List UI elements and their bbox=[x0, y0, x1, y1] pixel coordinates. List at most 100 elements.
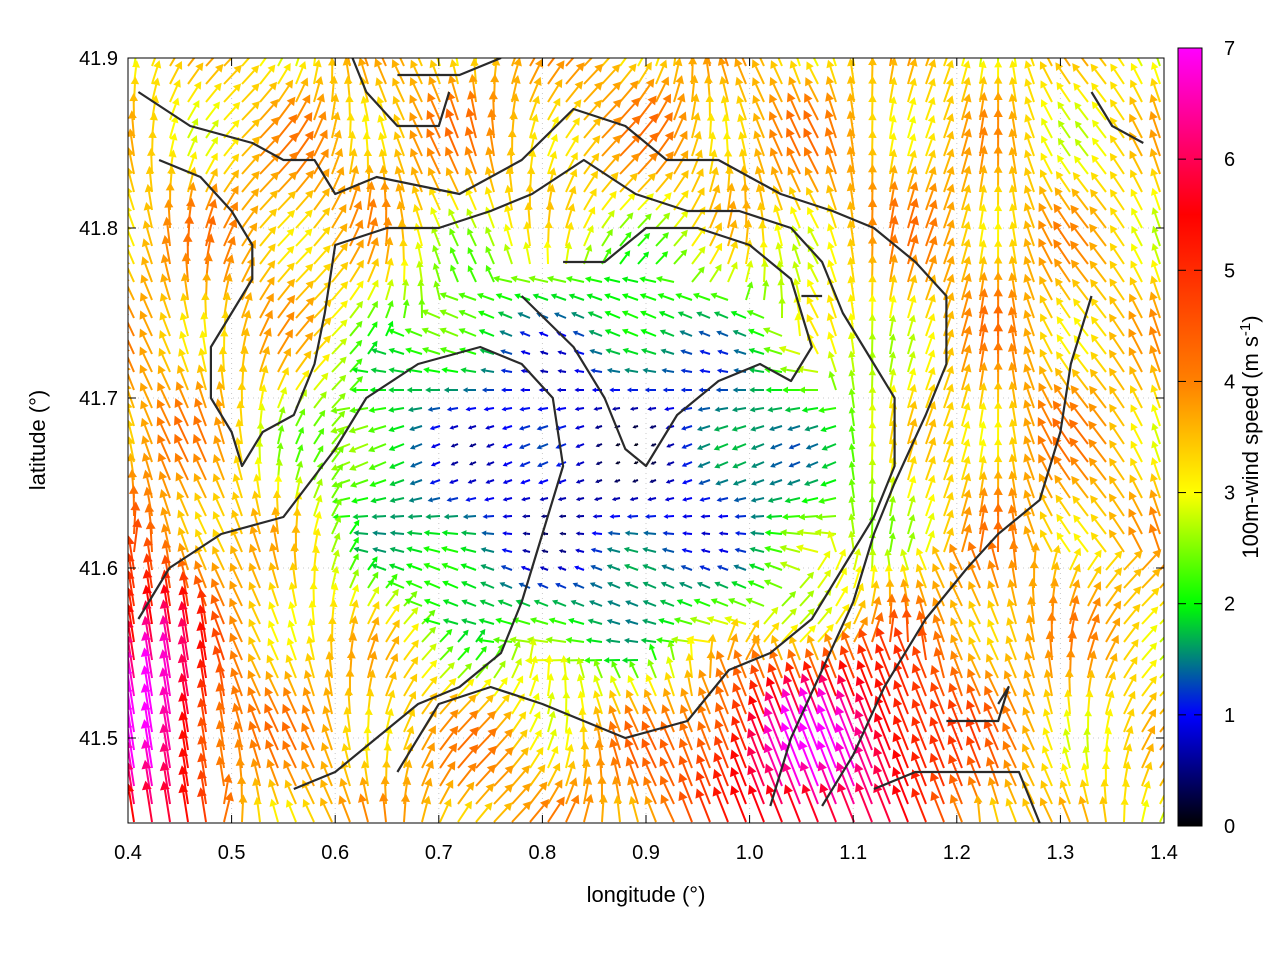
wind-arrow bbox=[446, 406, 459, 412]
wind-arrow bbox=[1072, 495, 1089, 517]
wind-arrow bbox=[751, 59, 765, 85]
wind-arrow bbox=[1084, 709, 1093, 733]
wind-arrow bbox=[529, 781, 548, 805]
wind-arrow bbox=[547, 779, 563, 805]
wind-arrow bbox=[572, 582, 585, 589]
wind-arrow bbox=[193, 453, 207, 481]
wind-arrow bbox=[824, 109, 837, 139]
wind-arrow bbox=[1069, 594, 1080, 625]
wind-arrow bbox=[1148, 308, 1161, 337]
wind-arrow bbox=[900, 593, 911, 625]
wind-arrow bbox=[764, 691, 783, 733]
wind-arrow bbox=[752, 112, 765, 139]
wind-arrow bbox=[681, 425, 693, 431]
wind-arrow bbox=[950, 617, 963, 643]
wind-arrow bbox=[791, 243, 801, 265]
wind-arrow bbox=[536, 425, 549, 431]
wind-arrow bbox=[529, 711, 541, 733]
wind-arrow bbox=[691, 187, 705, 211]
wind-arrow bbox=[1069, 401, 1089, 427]
wind-arrow bbox=[447, 74, 459, 103]
wind-arrow bbox=[387, 328, 405, 337]
wind-arrow bbox=[708, 131, 717, 157]
wind-arrow bbox=[351, 367, 369, 374]
wind-arrow bbox=[680, 368, 693, 374]
wind-arrow bbox=[961, 184, 972, 211]
wind-arrow bbox=[716, 565, 729, 571]
wind-arrow bbox=[555, 461, 567, 467]
wind-arrow bbox=[985, 756, 999, 787]
wind-arrow bbox=[749, 406, 765, 413]
wind-arrow bbox=[1073, 82, 1089, 103]
wind-arrow bbox=[502, 531, 513, 536]
wind-arrow bbox=[223, 218, 238, 247]
wind-arrow bbox=[673, 58, 683, 85]
wind-arrow bbox=[313, 409, 326, 427]
wind-arrow bbox=[502, 461, 513, 467]
wind-arrow bbox=[911, 787, 927, 823]
wind-arrow bbox=[264, 686, 279, 715]
wind-arrow bbox=[763, 346, 783, 355]
wind-arrow bbox=[539, 566, 549, 571]
wind-arrow bbox=[403, 725, 415, 751]
wind-arrow bbox=[915, 563, 927, 589]
wind-arrow bbox=[1039, 365, 1053, 391]
colorbar-tick-label: 3 bbox=[1224, 483, 1235, 505]
wind-arrow bbox=[604, 293, 621, 301]
wind-arrow bbox=[423, 529, 441, 537]
wind-arrow bbox=[763, 706, 783, 751]
wind-arrow bbox=[281, 721, 297, 751]
wind-arrow bbox=[555, 406, 567, 412]
wind-arrow bbox=[727, 219, 738, 247]
wind-arrow bbox=[588, 329, 603, 337]
wind-arrow bbox=[205, 198, 218, 229]
wind-arrow bbox=[427, 92, 441, 121]
wind-arrow bbox=[727, 261, 738, 283]
wind-arrow bbox=[1091, 137, 1107, 157]
wind-arrow bbox=[759, 58, 765, 67]
wind-arrow bbox=[637, 78, 655, 103]
wind-arrow bbox=[385, 652, 399, 679]
wind-arrow bbox=[925, 455, 936, 481]
wind-arrow bbox=[1023, 363, 1035, 391]
wind-arrow bbox=[626, 387, 639, 393]
wind-arrow bbox=[1059, 779, 1071, 805]
wind-arrow bbox=[698, 479, 711, 486]
y-tick-label: 41.6 bbox=[79, 558, 118, 580]
wind-arrow bbox=[622, 347, 639, 355]
wind-arrow bbox=[1123, 638, 1139, 661]
wind-arrow bbox=[303, 669, 315, 697]
colorbar-gradient bbox=[1177, 47, 1203, 827]
wind-arrow bbox=[482, 513, 495, 520]
wind-arrow bbox=[978, 503, 989, 535]
wind-arrow bbox=[769, 147, 783, 175]
wind-arrow bbox=[613, 795, 623, 823]
wind-arrow bbox=[892, 732, 909, 769]
wind-arrow bbox=[179, 312, 189, 337]
wind-arrow bbox=[1064, 689, 1073, 715]
wind-arrow bbox=[389, 497, 405, 504]
wind-arrow bbox=[724, 615, 747, 625]
wind-arrow bbox=[161, 539, 172, 571]
wind-arrow bbox=[486, 127, 496, 157]
wind-arrow bbox=[961, 93, 972, 121]
wind-arrow bbox=[1063, 709, 1072, 733]
wind-arrow bbox=[798, 686, 819, 733]
wind-arrow bbox=[765, 386, 783, 394]
wind-arrow bbox=[716, 368, 729, 374]
wind-arrow bbox=[1151, 225, 1161, 247]
wind-arrow bbox=[128, 685, 135, 733]
wind-arrow bbox=[370, 367, 387, 374]
wind-arrow bbox=[349, 479, 369, 488]
wind-arrow bbox=[985, 653, 999, 679]
wind-arrow bbox=[259, 190, 279, 211]
wind-arrow bbox=[961, 506, 972, 535]
wind-arrow bbox=[295, 408, 306, 427]
wind-arrow bbox=[593, 406, 603, 411]
wind-arrow bbox=[626, 513, 639, 519]
wind-arrow bbox=[547, 728, 558, 751]
wind-arrow bbox=[504, 184, 513, 211]
wind-arrow bbox=[774, 223, 783, 247]
wind-arrow bbox=[128, 419, 135, 445]
wind-arrow bbox=[1073, 514, 1089, 535]
